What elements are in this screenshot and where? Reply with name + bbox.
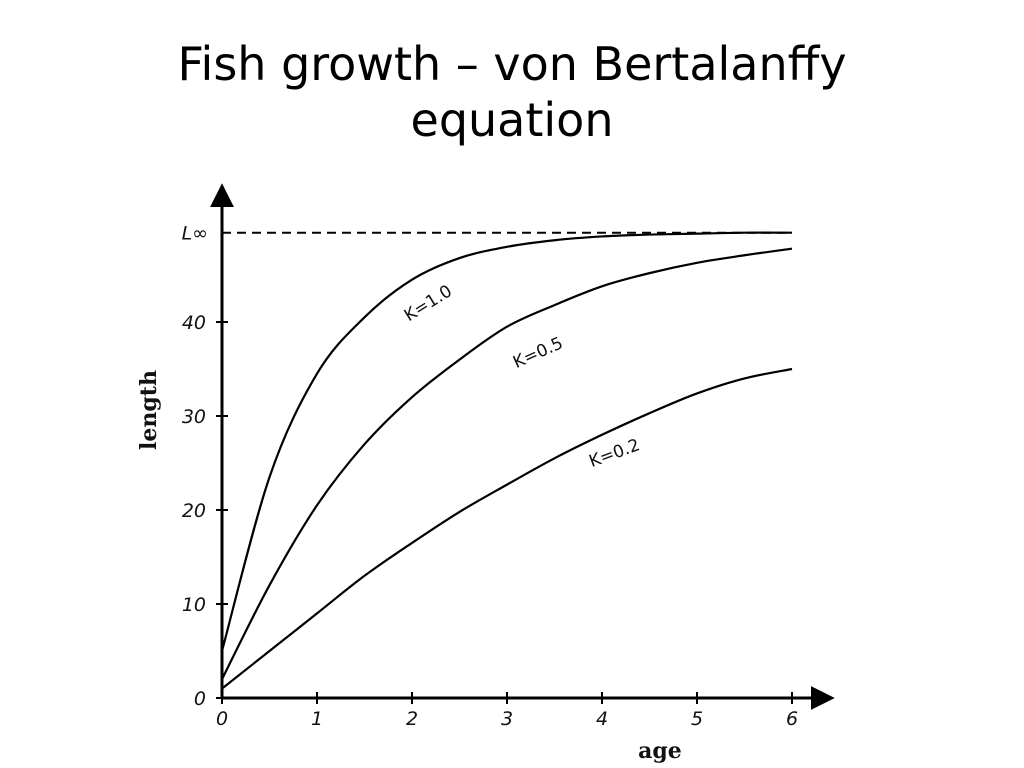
ticks: 0 1 2 3 4 5 6 0 10 20 30 40 age length: [136, 312, 798, 764]
x-tick-label: 3: [501, 708, 513, 730]
curve-label: K=0.5: [510, 333, 566, 373]
y-axis-title: length: [136, 370, 162, 450]
y-tick-label: 10: [182, 594, 206, 616]
series-line-k-0-2: [221, 367, 793, 690]
slide-title-line-1: Fish growth – von Bertalanffy: [177, 37, 847, 91]
slide-title: Fish growth – von Bertalanffy equation: [0, 36, 1024, 148]
asymptote: L∞: [182, 223, 792, 245]
y-tick-label: 30: [182, 406, 206, 428]
x-axis-title: age: [638, 738, 682, 764]
x-tick-label: 1: [311, 708, 323, 730]
y-tick-label: 0: [194, 688, 206, 710]
x-tick-label: 6: [786, 708, 798, 730]
series-line-k-0-5: [221, 247, 793, 680]
curves: [220, 231, 793, 690]
curve-label: K=0.2: [586, 435, 642, 472]
y-tick-label: 20: [182, 500, 206, 522]
axes: [210, 183, 835, 710]
x-tick-label: 2: [406, 708, 418, 730]
x-tick-label: 0: [216, 708, 228, 730]
x-tick-label: 4: [596, 708, 608, 730]
y-tick-label: 40: [182, 312, 206, 334]
series-line-k-1-0: [220, 231, 793, 652]
asymptote-label: L∞: [182, 223, 208, 245]
curve-label: K=1.0: [401, 281, 456, 326]
x-tick-label: 5: [691, 708, 703, 730]
slide-title-line-2: equation: [410, 93, 614, 147]
